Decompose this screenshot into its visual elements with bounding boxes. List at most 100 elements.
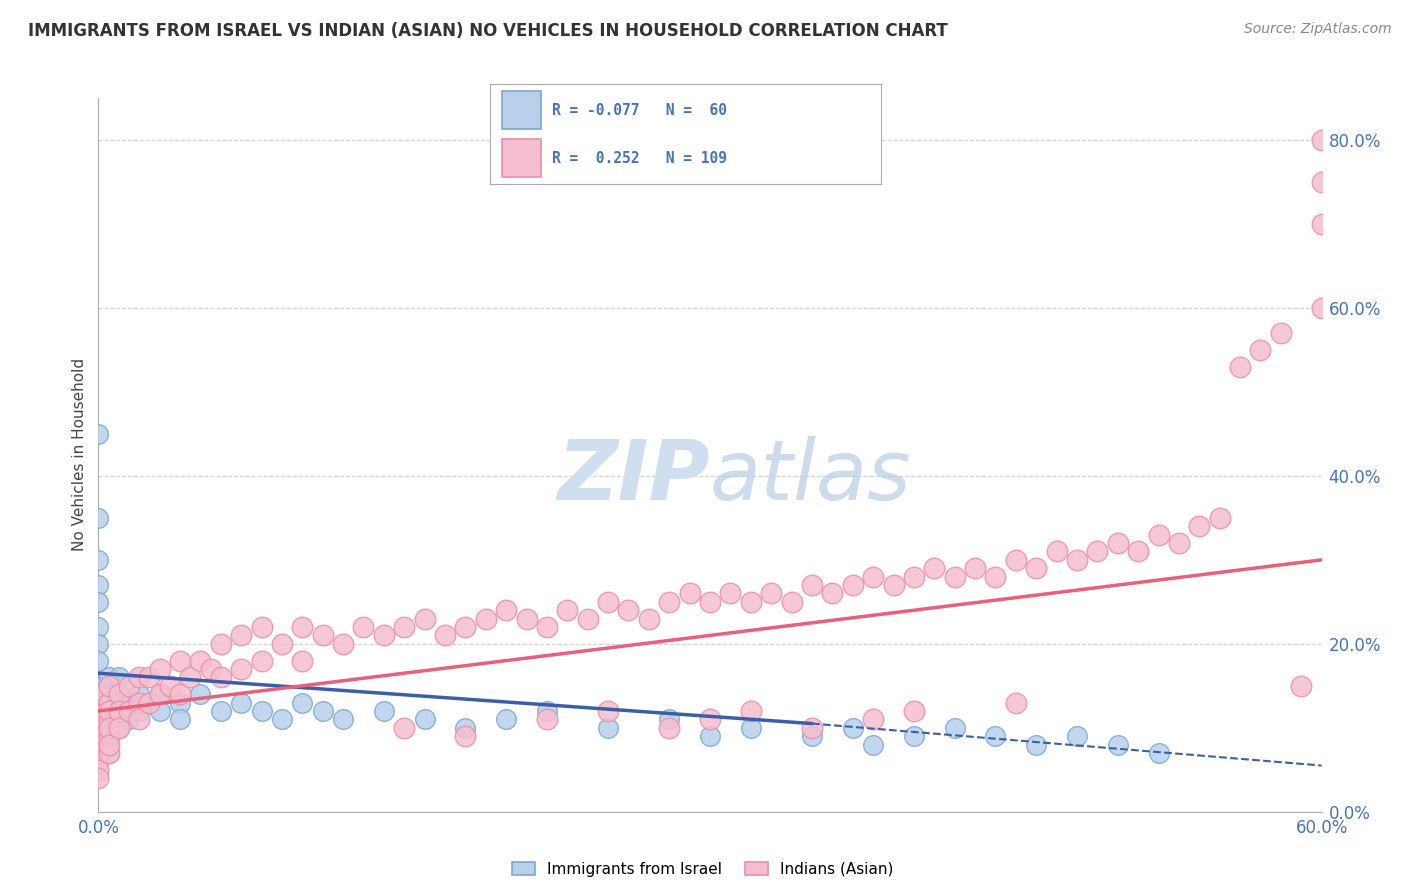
Immigrants from Israel: [740, 721, 762, 735]
Indians (Asian): [118, 679, 141, 693]
Indians (Asian): [637, 612, 661, 626]
Indians (Asian): [658, 595, 681, 609]
Immigrants from Israel: [1147, 746, 1170, 760]
Indians (Asian): [97, 721, 120, 735]
Indians (Asian): [373, 628, 395, 642]
Immigrants from Israel: [250, 704, 273, 718]
Indians (Asian): [97, 746, 120, 760]
Indians (Asian): [433, 628, 456, 642]
Immigrants from Israel: [1025, 738, 1047, 752]
Indians (Asian): [128, 696, 150, 710]
Indians (Asian): [1310, 133, 1333, 147]
Indians (Asian): [922, 561, 945, 575]
Indians (Asian): [352, 620, 374, 634]
Immigrants from Israel: [87, 511, 110, 525]
Immigrants from Israel: [87, 679, 110, 693]
Immigrants from Israel: [108, 704, 131, 718]
Indians (Asian): [965, 561, 987, 575]
Immigrants from Israel: [312, 704, 335, 718]
Indians (Asian): [179, 670, 201, 684]
Indians (Asian): [159, 679, 181, 693]
Indians (Asian): [495, 603, 517, 617]
Text: ZIP: ZIP: [557, 436, 710, 516]
Immigrants from Israel: [97, 746, 120, 760]
Immigrants from Israel: [943, 721, 966, 735]
Indians (Asian): [1004, 696, 1026, 710]
Indians (Asian): [231, 662, 253, 676]
Indians (Asian): [97, 738, 120, 752]
Immigrants from Israel: [413, 712, 436, 726]
Indians (Asian): [97, 729, 120, 743]
Indians (Asian): [291, 654, 314, 668]
Immigrants from Israel: [658, 712, 681, 726]
Indians (Asian): [617, 603, 640, 617]
Indians (Asian): [699, 712, 721, 726]
Indians (Asian): [576, 612, 599, 626]
Indians (Asian): [740, 595, 762, 609]
Indians (Asian): [312, 628, 335, 642]
Indians (Asian): [1208, 511, 1232, 525]
Indians (Asian): [87, 721, 110, 735]
Text: atlas: atlas: [710, 436, 911, 516]
Immigrants from Israel: [903, 729, 925, 743]
Indians (Asian): [270, 637, 294, 651]
Indians (Asian): [1291, 679, 1313, 693]
Indians (Asian): [862, 712, 884, 726]
Indians (Asian): [169, 687, 191, 701]
Indians (Asian): [454, 620, 477, 634]
Indians (Asian): [943, 569, 966, 583]
Immigrants from Israel: [596, 721, 619, 735]
Immigrants from Israel: [128, 704, 150, 718]
Immigrants from Israel: [87, 553, 110, 567]
Immigrants from Israel: [118, 696, 141, 710]
Indians (Asian): [699, 595, 721, 609]
Indians (Asian): [516, 612, 538, 626]
Immigrants from Israel: [209, 704, 232, 718]
Immigrants from Israel: [87, 426, 110, 441]
Indians (Asian): [108, 687, 131, 701]
Immigrants from Israel: [138, 696, 160, 710]
Immigrants from Israel: [118, 712, 141, 726]
Immigrants from Israel: [108, 721, 131, 735]
Indians (Asian): [97, 712, 120, 726]
Indians (Asian): [1107, 536, 1129, 550]
Indians (Asian): [97, 679, 120, 693]
Immigrants from Israel: [87, 595, 110, 609]
Indians (Asian): [1229, 359, 1251, 374]
Indians (Asian): [780, 595, 803, 609]
Immigrants from Israel: [270, 712, 294, 726]
Immigrants from Israel: [332, 712, 354, 726]
Indians (Asian): [1310, 301, 1333, 315]
Immigrants from Israel: [231, 696, 253, 710]
Indians (Asian): [596, 704, 619, 718]
Indians (Asian): [128, 670, 150, 684]
Indians (Asian): [87, 771, 110, 785]
Indians (Asian): [1310, 175, 1333, 189]
Immigrants from Israel: [97, 721, 120, 735]
Indians (Asian): [1066, 553, 1088, 567]
Indians (Asian): [209, 670, 232, 684]
Indians (Asian): [392, 721, 416, 735]
Indians (Asian): [87, 687, 110, 701]
Immigrants from Israel: [97, 712, 120, 726]
Indians (Asian): [1128, 544, 1150, 558]
Immigrants from Israel: [128, 687, 150, 701]
Indians (Asian): [841, 578, 863, 592]
Indians (Asian): [392, 620, 416, 634]
Indians (Asian): [1310, 217, 1333, 231]
Indians (Asian): [883, 578, 905, 592]
Immigrants from Israel: [1066, 729, 1088, 743]
Immigrants from Israel: [169, 712, 191, 726]
Indians (Asian): [87, 704, 110, 718]
Indians (Asian): [1147, 527, 1170, 541]
Immigrants from Israel: [169, 696, 191, 710]
Indians (Asian): [108, 704, 131, 718]
Text: Source: ZipAtlas.com: Source: ZipAtlas.com: [1244, 22, 1392, 37]
Indians (Asian): [679, 586, 702, 600]
Indians (Asian): [454, 729, 477, 743]
Indians (Asian): [1045, 544, 1069, 558]
Immigrants from Israel: [862, 738, 884, 752]
Indians (Asian): [984, 569, 1007, 583]
Immigrants from Israel: [108, 687, 131, 701]
Indians (Asian): [1025, 561, 1047, 575]
